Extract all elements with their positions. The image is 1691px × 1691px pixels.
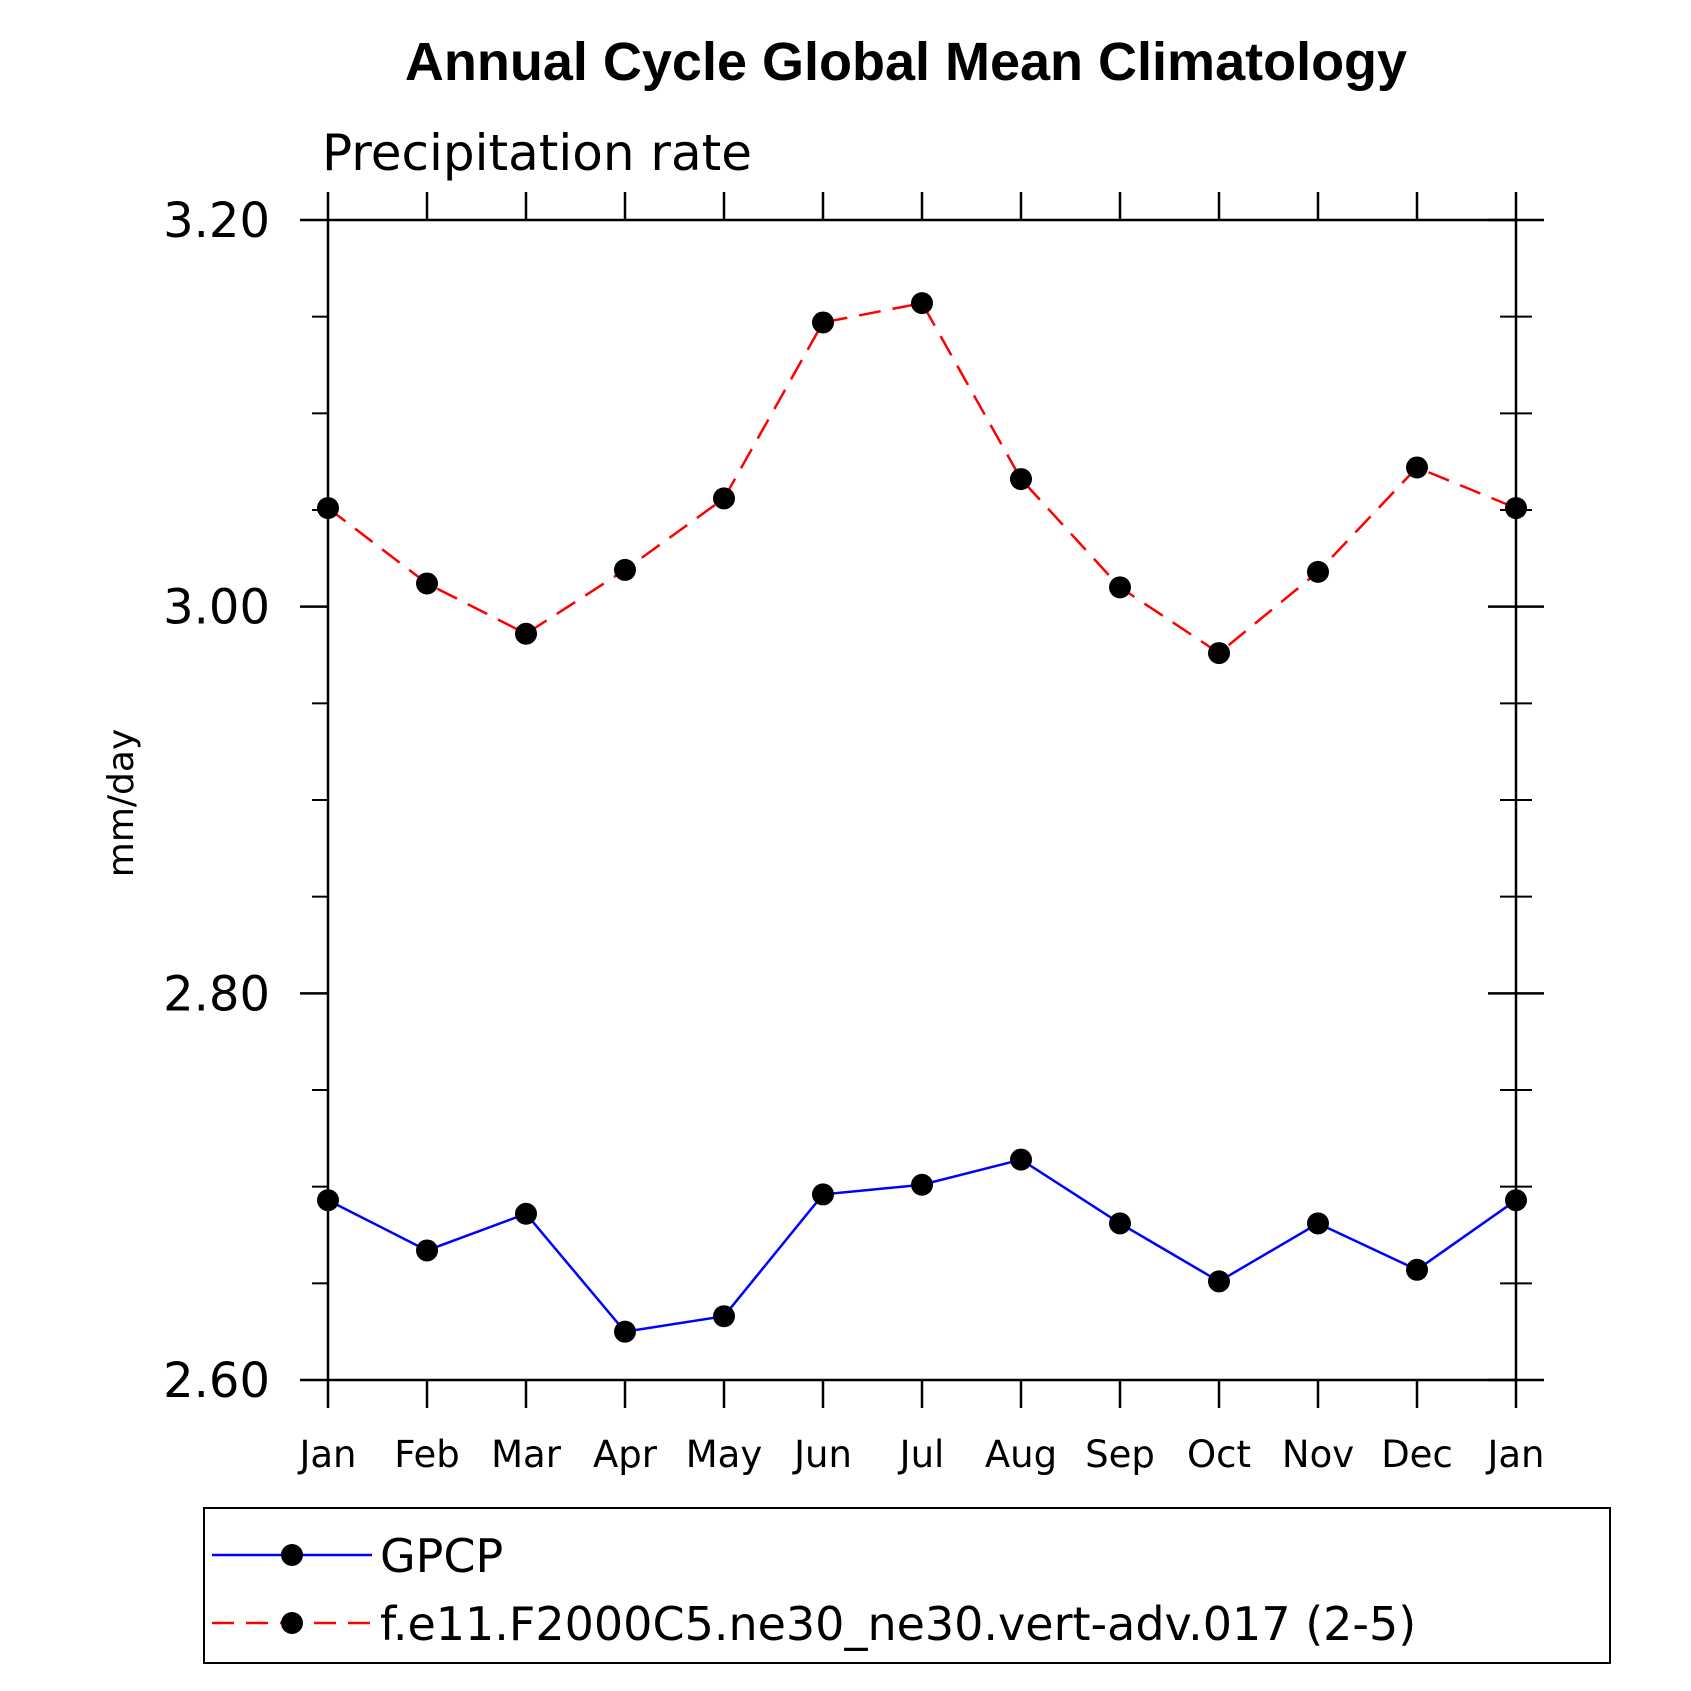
data-point [317,497,339,520]
data-point [1208,1270,1230,1293]
data-point [515,622,537,645]
data-point [416,572,438,595]
y-axis-label: mm/day [101,729,142,877]
y-tick-label: 3.20 [163,193,270,249]
x-tick-label: Nov [1282,1433,1354,1476]
data-point [1307,1212,1329,1235]
data-point [713,487,735,510]
y-tick-label: 3.00 [163,580,270,636]
data-point [1010,468,1032,491]
plot-frame [326,218,1518,1382]
y-tick-label: 2.80 [163,966,270,1022]
data-point [911,1173,933,1196]
data-point [614,558,636,581]
data-point [1406,1258,1428,1281]
legend-swatch-marker [281,1544,303,1566]
x-tick-label: Jan [297,1433,356,1476]
data-point [416,1239,438,1262]
data-point [1010,1148,1032,1171]
legend-box [203,1507,1611,1664]
data-point [713,1305,735,1328]
data-point [1505,497,1527,520]
x-tick-label: Dec [1381,1433,1453,1476]
data-point [1109,1212,1131,1235]
chart-title: Annual Cycle Global Mean Climatology [405,32,1407,92]
series-layer [317,292,1527,1343]
legend: GPCP f.e11.F2000C5.ne30_ne30.vert-adv.017… [203,1507,1611,1664]
y-tick-label: 2.60 [163,1353,270,1409]
data-point [1505,1189,1527,1212]
data-point [317,1189,339,1212]
x-tick-label: Aug [985,1433,1057,1476]
x-tick-label: Jan [1485,1433,1544,1476]
legend-swatch-marker [281,1612,303,1634]
x-tick-label: Mar [491,1433,562,1476]
data-point [1307,560,1329,583]
data-point [1208,642,1230,665]
data-point [515,1202,537,1225]
chart-subtitle: Precipitation rate [322,124,752,182]
data-point [911,292,933,315]
data-point [1109,576,1131,599]
x-tick-label: Jul [898,1433,945,1476]
data-point [1406,456,1428,479]
legend-label: f.e11.F2000C5.ne30_ne30.vert-adv.017 (2-… [380,1597,1416,1651]
x-tick-label: Sep [1085,1433,1155,1476]
data-point [614,1320,636,1343]
axes: Jan Feb Mar Apr May Jun Jul Aug Sep Oct Nov Dec Jan 2… [163,192,1545,1476]
x-tick-label: Jun [792,1433,852,1476]
legend-label: GPCP [380,1529,503,1583]
series-line [327,301,1517,655]
x-tick-label: May [686,1433,763,1476]
x-tick-label: Apr [593,1433,658,1476]
x-tick-label: Feb [394,1433,460,1476]
x-tick-label: Oct [1187,1433,1251,1476]
data-point [812,1183,834,1206]
data-point [812,311,834,334]
